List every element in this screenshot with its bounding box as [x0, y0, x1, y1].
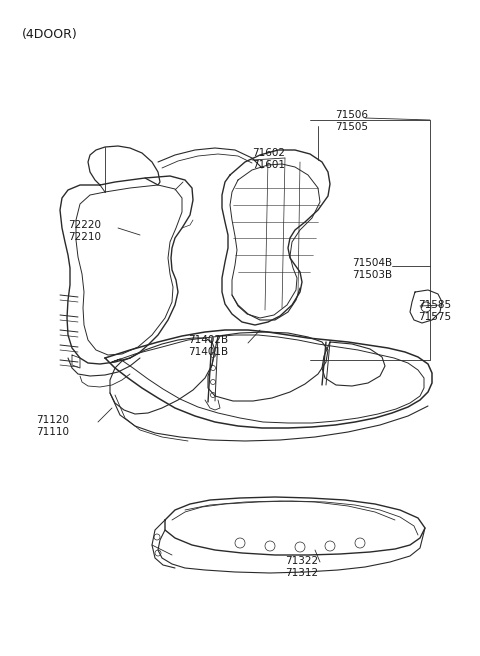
Text: 71602
71601: 71602 71601: [252, 148, 285, 171]
Text: 71506
71505: 71506 71505: [335, 110, 368, 133]
Text: 71402B
71401B: 71402B 71401B: [188, 335, 228, 358]
Text: 71504B
71503B: 71504B 71503B: [352, 258, 392, 280]
Text: 71120
71110: 71120 71110: [36, 415, 69, 438]
Text: 71322
71312: 71322 71312: [285, 556, 318, 579]
Text: 72220
72210: 72220 72210: [68, 220, 101, 243]
Text: (4DOOR): (4DOOR): [22, 28, 78, 41]
Text: 71585
71575: 71585 71575: [418, 300, 451, 322]
